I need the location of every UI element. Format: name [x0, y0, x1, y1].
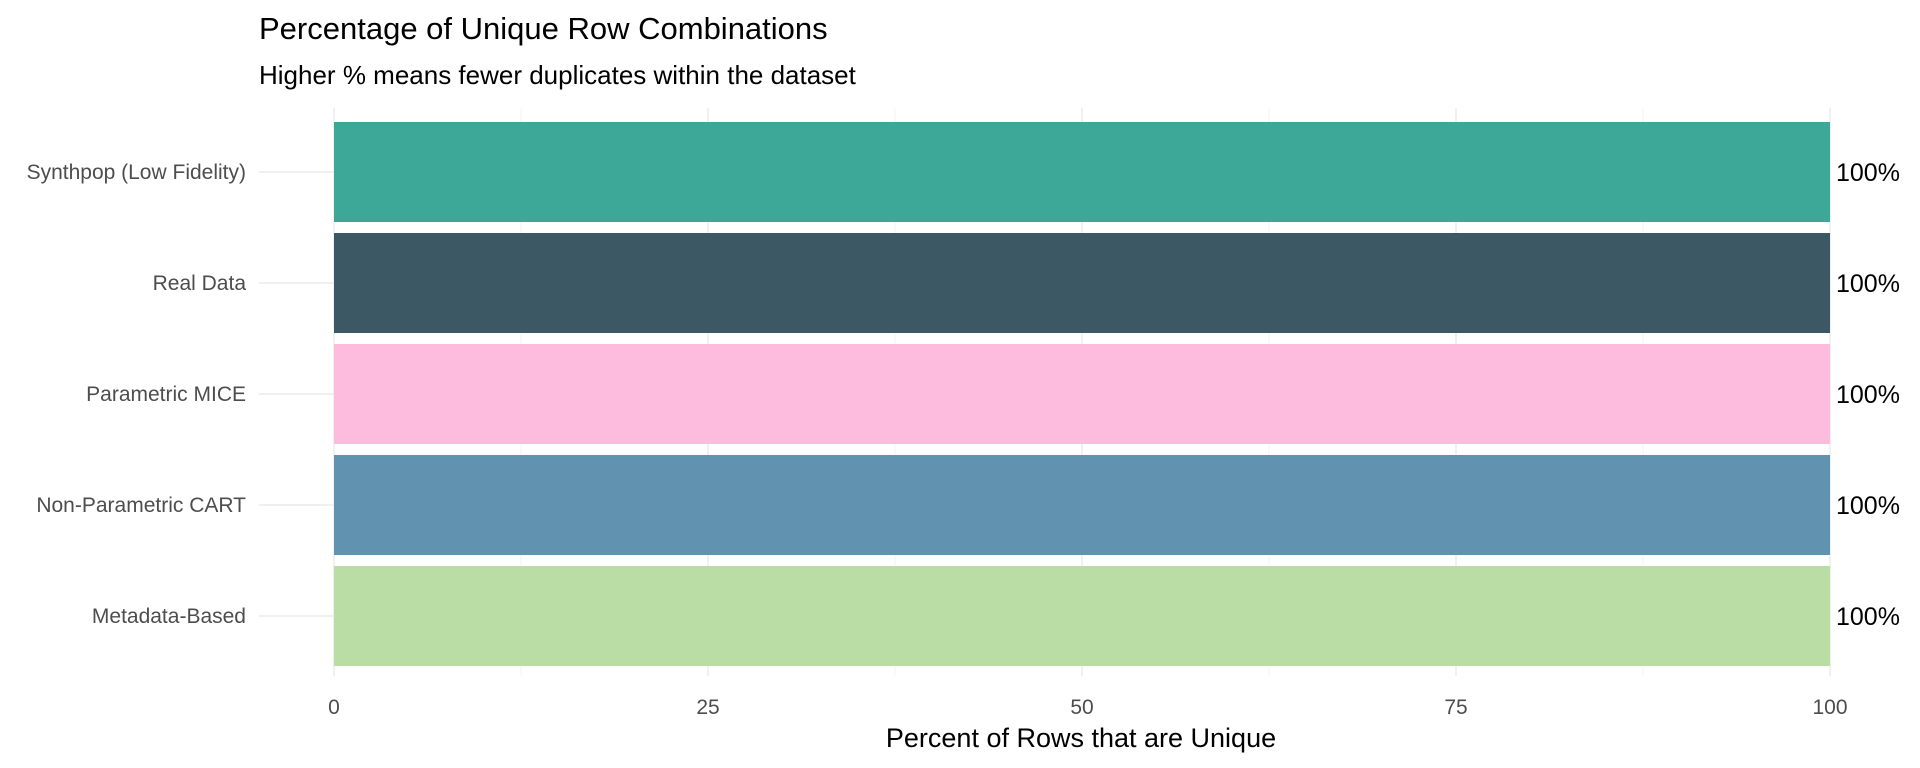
bar: [334, 122, 1830, 222]
x-tick-label: 50: [1070, 696, 1093, 719]
bar-value-label: 100%: [1836, 603, 1900, 631]
x-tick-label: 100: [1812, 696, 1847, 719]
category-label: Real Data: [153, 272, 247, 295]
x-tick-label: 0: [328, 696, 340, 719]
bar: [334, 233, 1830, 333]
category-labels: Synthpop (Low Fidelity) Real Data Parametr…: [27, 161, 247, 628]
bar-value-label: 100%: [1836, 492, 1900, 520]
category-label: Parametric MICE: [86, 383, 246, 406]
bar-value-label: 100%: [1836, 159, 1900, 187]
bar-value-label: 100%: [1836, 381, 1900, 409]
x-axis-ticks: 0 25 50 75 100: [328, 696, 1847, 719]
value-labels: 100% 100% 100% 100% 100%: [1836, 159, 1900, 631]
category-label: Metadata-Based: [92, 605, 246, 628]
bar: [334, 344, 1830, 444]
bars-layer: [334, 122, 1830, 666]
bar: [334, 455, 1830, 555]
x-tick-label: 75: [1444, 696, 1467, 719]
category-label: Synthpop (Low Fidelity): [27, 161, 246, 184]
bar: [334, 566, 1830, 666]
bar-value-label: 100%: [1836, 270, 1900, 298]
chart-title: Percentage of Unique Row Combinations: [259, 11, 828, 46]
x-tick-label: 25: [696, 696, 719, 719]
chart-subtitle: Higher % means fewer duplicates within t…: [259, 60, 857, 90]
category-label: Non-Parametric CART: [36, 494, 246, 517]
x-axis-title: Percent of Rows that are Unique: [886, 723, 1276, 753]
